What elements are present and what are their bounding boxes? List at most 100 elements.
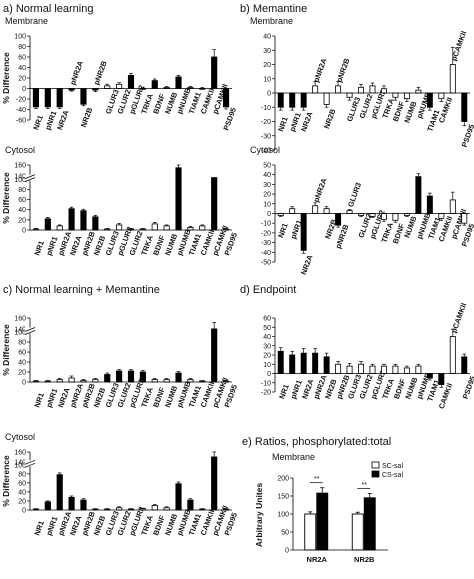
- category-label: NR2A: [299, 110, 315, 133]
- bar-CAMKII: [438, 373, 445, 386]
- panel-c-title: c) Normal learning + Memantine: [3, 284, 160, 296]
- bar-pNR2B: [80, 210, 87, 231]
- bar-PSD95: [461, 92, 468, 122]
- y-tick-label: -20: [261, 230, 271, 237]
- bar-BDNF: [151, 505, 158, 511]
- chart-subtitle: Cytosol: [5, 145, 35, 155]
- y-tick-label: 0: [267, 91, 271, 98]
- bar-pGLUR2: [127, 370, 135, 383]
- bar-NR2A: [56, 88, 63, 108]
- bar-pCAMKII: [449, 64, 456, 94]
- axis-break-mark: [24, 459, 36, 465]
- bar-pCAMKII: [449, 336, 456, 374]
- y-axis-label: % Difference: [1, 172, 11, 224]
- bar-TIAM1: [426, 92, 433, 108]
- bar-GLUR3: [346, 365, 353, 374]
- panel-b-title: b) Memantine: [240, 3, 307, 15]
- y-tick-label: -20: [261, 390, 271, 397]
- bar-pNR1: [44, 88, 51, 108]
- category-label: NR2B: [79, 106, 95, 129]
- category-label: pNR2A: [312, 176, 329, 203]
- bar-NUMB: [163, 225, 170, 231]
- bar-pNUMB: [175, 167, 182, 231]
- chart-b-membrane: Membrane-40-30-20-10010203040NR1pNR1NR2A…: [250, 16, 474, 155]
- bar-NR2A: [300, 213, 307, 251]
- bar-pNR1: [44, 501, 51, 511]
- chart-subtitle: Membrane: [250, 16, 293, 26]
- bar-CAMKII: [199, 225, 206, 231]
- y-tick-label: -20: [16, 97, 26, 104]
- y-tick-label: 100: [14, 34, 26, 41]
- category-label: NR2B: [322, 107, 338, 130]
- y-axis-label: % Difference: [1, 52, 11, 104]
- y-tick-label: 10: [263, 76, 271, 83]
- chart-subtitle: Membrane: [5, 16, 48, 26]
- chart-subtitle: Membrane: [272, 452, 315, 462]
- y-tick-label: 150: [277, 494, 289, 501]
- y-tick-label: 200: [277, 476, 289, 483]
- chart-subtitle: Cytosol: [5, 432, 35, 442]
- y-tick-label: 20: [263, 192, 271, 199]
- y-tick-label: 30: [263, 182, 271, 189]
- bar-NR2B: [80, 88, 87, 105]
- bar-CAMKII: [438, 213, 445, 219]
- category-label: pNR2B: [92, 59, 109, 86]
- y-tick-label: 40: [263, 34, 271, 41]
- significance-label: **: [362, 482, 368, 489]
- bar-SC-sal-NR2A: [304, 513, 317, 551]
- bar-GLUR2: [358, 363, 365, 374]
- y-tick-label: 60: [18, 55, 26, 62]
- axis-break-gap: [25, 460, 35, 467]
- chart-c-cytosol: Cytosol% Difference020406080100140160NR1…: [1, 432, 239, 537]
- bar-TIAM1: [426, 195, 433, 214]
- bar-pCAMKII: [211, 177, 218, 231]
- bar-NR2B: [323, 356, 330, 374]
- y-axis-label: Arbitrary Unites: [254, 483, 264, 548]
- y-tick-label: 0: [285, 548, 289, 555]
- axis-break-gap: [25, 327, 35, 334]
- bar-pGLUR2: [369, 85, 376, 94]
- bar-BDNF: [392, 365, 399, 374]
- bar-BDNF: [151, 80, 158, 89]
- bar-NR2A: [300, 352, 307, 374]
- y-tick-label: -10: [261, 105, 271, 112]
- y-tick-label: -40: [261, 250, 271, 257]
- bar-TRKA: [380, 88, 387, 94]
- category-label: pNR2A: [312, 56, 329, 83]
- y-tick-label: 50: [263, 163, 271, 170]
- bar-GLUR3: [346, 92, 353, 98]
- y-tick-label: -10: [261, 380, 271, 387]
- y-tick-label: -30: [261, 240, 271, 247]
- bar-GLUR3: [346, 210, 353, 214]
- bar-GLUR2: [116, 83, 123, 89]
- panel-e-title: e) Ratios, phosphorylated:total: [242, 436, 391, 448]
- bar-GLUR2: [358, 86, 365, 94]
- y-tick-label: 20: [263, 62, 271, 69]
- legend-swatch-CS-sal: [371, 470, 380, 478]
- bar-pNUMB: [415, 176, 422, 214]
- y-tick-label: 100: [277, 512, 289, 519]
- y-tick-label: 160: [14, 316, 26, 323]
- y-tick-label: 0: [22, 86, 26, 93]
- y-tick-label: 50: [281, 530, 289, 537]
- y-tick-label: 60: [18, 480, 26, 487]
- legend-swatch-SC-sal: [371, 461, 380, 469]
- y-tick-label: 20: [18, 217, 26, 224]
- bar-pNUMB: [415, 89, 422, 94]
- bar-pNR1: [289, 92, 296, 108]
- bar-GLUR2: [116, 370, 123, 383]
- bar-pCAMKII: [211, 456, 218, 511]
- chart-c-membrane: % Difference020406080100140160NR1pNR1NR2…: [1, 316, 239, 409]
- y-tick-label: 80: [18, 44, 26, 51]
- y-tick-label: 160: [14, 163, 26, 170]
- bar-pNR2A: [56, 225, 63, 231]
- y-tick-label: 140: [14, 174, 26, 181]
- bar-pNR2A: [56, 474, 63, 511]
- bar-CAMKII: [438, 92, 445, 100]
- bar-pGLUR2: [369, 213, 376, 217]
- bar-SC-sal-NR2B: [351, 513, 364, 551]
- chart-e-ratios: Membrane Arbitrary Unites 0 50 100 150 200 ** NR…: [254, 452, 403, 564]
- bar-NR2A: [68, 208, 75, 231]
- y-tick-label: 0: [22, 508, 26, 515]
- y-tick-label: -40: [16, 107, 26, 114]
